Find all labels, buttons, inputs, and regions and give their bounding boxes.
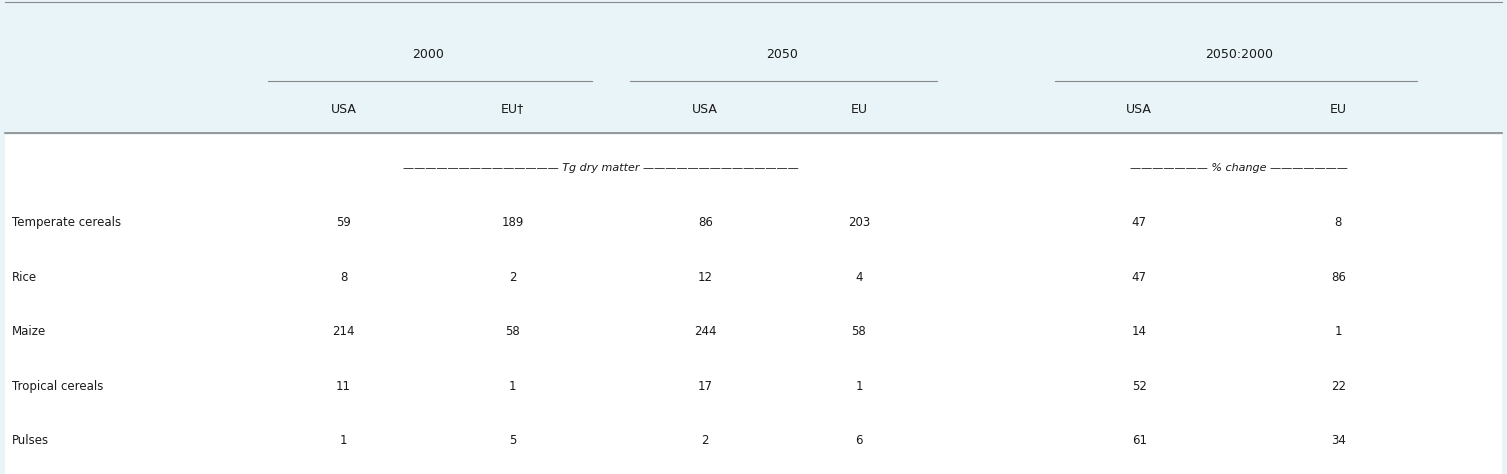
Text: 2: 2 (702, 434, 708, 447)
Text: 86: 86 (1331, 271, 1346, 284)
Text: Maize: Maize (12, 325, 47, 338)
Text: EU: EU (850, 102, 868, 116)
Text: 1: 1 (509, 380, 515, 393)
Text: 47: 47 (1132, 216, 1147, 229)
Text: 11: 11 (336, 380, 351, 393)
Text: 58: 58 (505, 325, 520, 338)
Text: 189: 189 (502, 216, 523, 229)
Text: 22: 22 (1331, 380, 1346, 393)
Text: 86: 86 (698, 216, 713, 229)
Text: —————————————— Tg dry matter ——————————————: —————————————— Tg dry matter ———————————… (404, 163, 799, 173)
Text: 4: 4 (856, 271, 862, 284)
Text: 2: 2 (509, 271, 515, 284)
Text: USA: USA (692, 102, 719, 116)
Text: 2000: 2000 (411, 48, 445, 61)
Text: EU: EU (1329, 102, 1347, 116)
Text: 34: 34 (1331, 434, 1346, 447)
Text: 52: 52 (1132, 380, 1147, 393)
FancyBboxPatch shape (5, 2, 1502, 135)
Text: 203: 203 (848, 216, 870, 229)
Text: USA: USA (1126, 102, 1153, 116)
Text: 1: 1 (341, 434, 347, 447)
Text: 2050:2000: 2050:2000 (1204, 48, 1273, 61)
Text: 5: 5 (509, 434, 515, 447)
Text: Rice: Rice (12, 271, 38, 284)
Text: 1: 1 (1335, 325, 1341, 338)
Text: 214: 214 (333, 325, 354, 338)
Text: Temperate cereals: Temperate cereals (12, 216, 121, 229)
Text: 6: 6 (856, 434, 862, 447)
Text: 2050: 2050 (766, 48, 799, 61)
Text: 61: 61 (1132, 434, 1147, 447)
Text: 8: 8 (1335, 216, 1341, 229)
Text: EU†: EU† (500, 102, 524, 116)
Text: 14: 14 (1132, 325, 1147, 338)
Text: 244: 244 (695, 325, 716, 338)
Text: 12: 12 (698, 271, 713, 284)
Text: 8: 8 (341, 271, 347, 284)
FancyBboxPatch shape (5, 135, 1502, 474)
Text: ——————— % change ———————: ——————— % change ——————— (1130, 163, 1347, 173)
Text: 47: 47 (1132, 271, 1147, 284)
Text: 59: 59 (336, 216, 351, 229)
Text: Tropical cereals: Tropical cereals (12, 380, 104, 393)
Text: USA: USA (330, 102, 357, 116)
Text: 17: 17 (698, 380, 713, 393)
Text: 58: 58 (851, 325, 867, 338)
Text: Pulses: Pulses (12, 434, 50, 447)
Text: 1: 1 (856, 380, 862, 393)
